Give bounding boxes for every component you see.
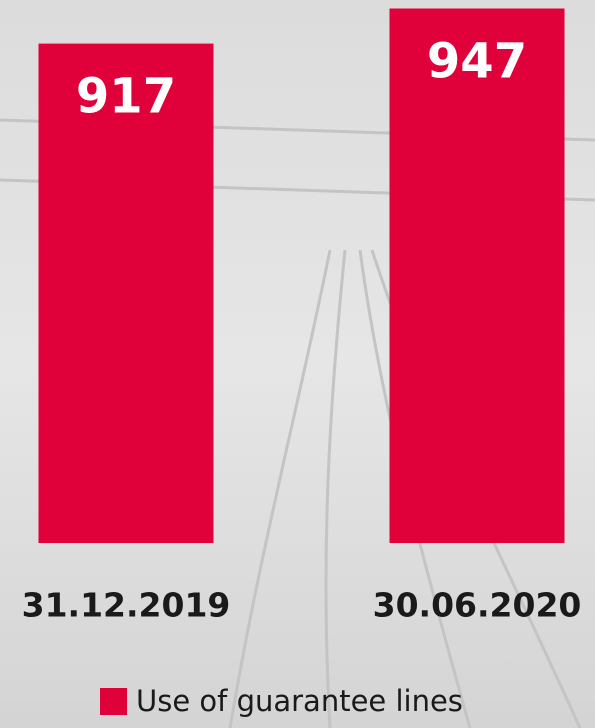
bar	[389, 8, 565, 544]
plot: 917 947 31.12.2019 30.06.2020 Use of guarant…	[22, 8, 582, 718]
legend-label: Use of guarantee lines	[136, 684, 463, 718]
x-tick-label: 30.06.2020	[373, 586, 582, 625]
x-tick-label: 31.12.2019	[22, 586, 231, 625]
bar	[38, 43, 214, 544]
value-label: 947	[427, 34, 527, 90]
legend-swatch	[100, 688, 127, 715]
value-label: 917	[76, 69, 176, 125]
